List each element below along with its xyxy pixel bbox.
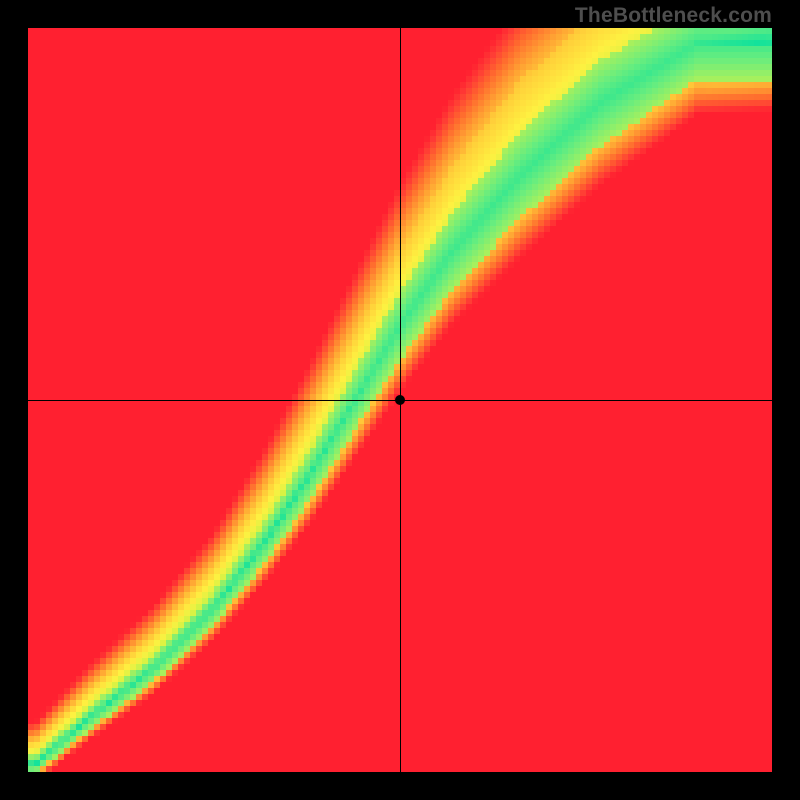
chart-frame: { "watermark": { "text": "TheBottleneck.… bbox=[0, 0, 800, 800]
marker-dot bbox=[395, 395, 405, 405]
watermark-text: TheBottleneck.com bbox=[575, 4, 772, 28]
